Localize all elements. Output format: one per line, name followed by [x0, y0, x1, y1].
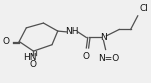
- Text: N: N: [100, 33, 107, 42]
- Text: NH: NH: [65, 27, 79, 36]
- Text: O: O: [2, 37, 9, 46]
- Text: O: O: [83, 52, 90, 61]
- Text: HN: HN: [23, 53, 37, 62]
- Text: Cl: Cl: [139, 4, 148, 13]
- Text: O: O: [30, 60, 37, 69]
- Text: N=O: N=O: [99, 54, 120, 62]
